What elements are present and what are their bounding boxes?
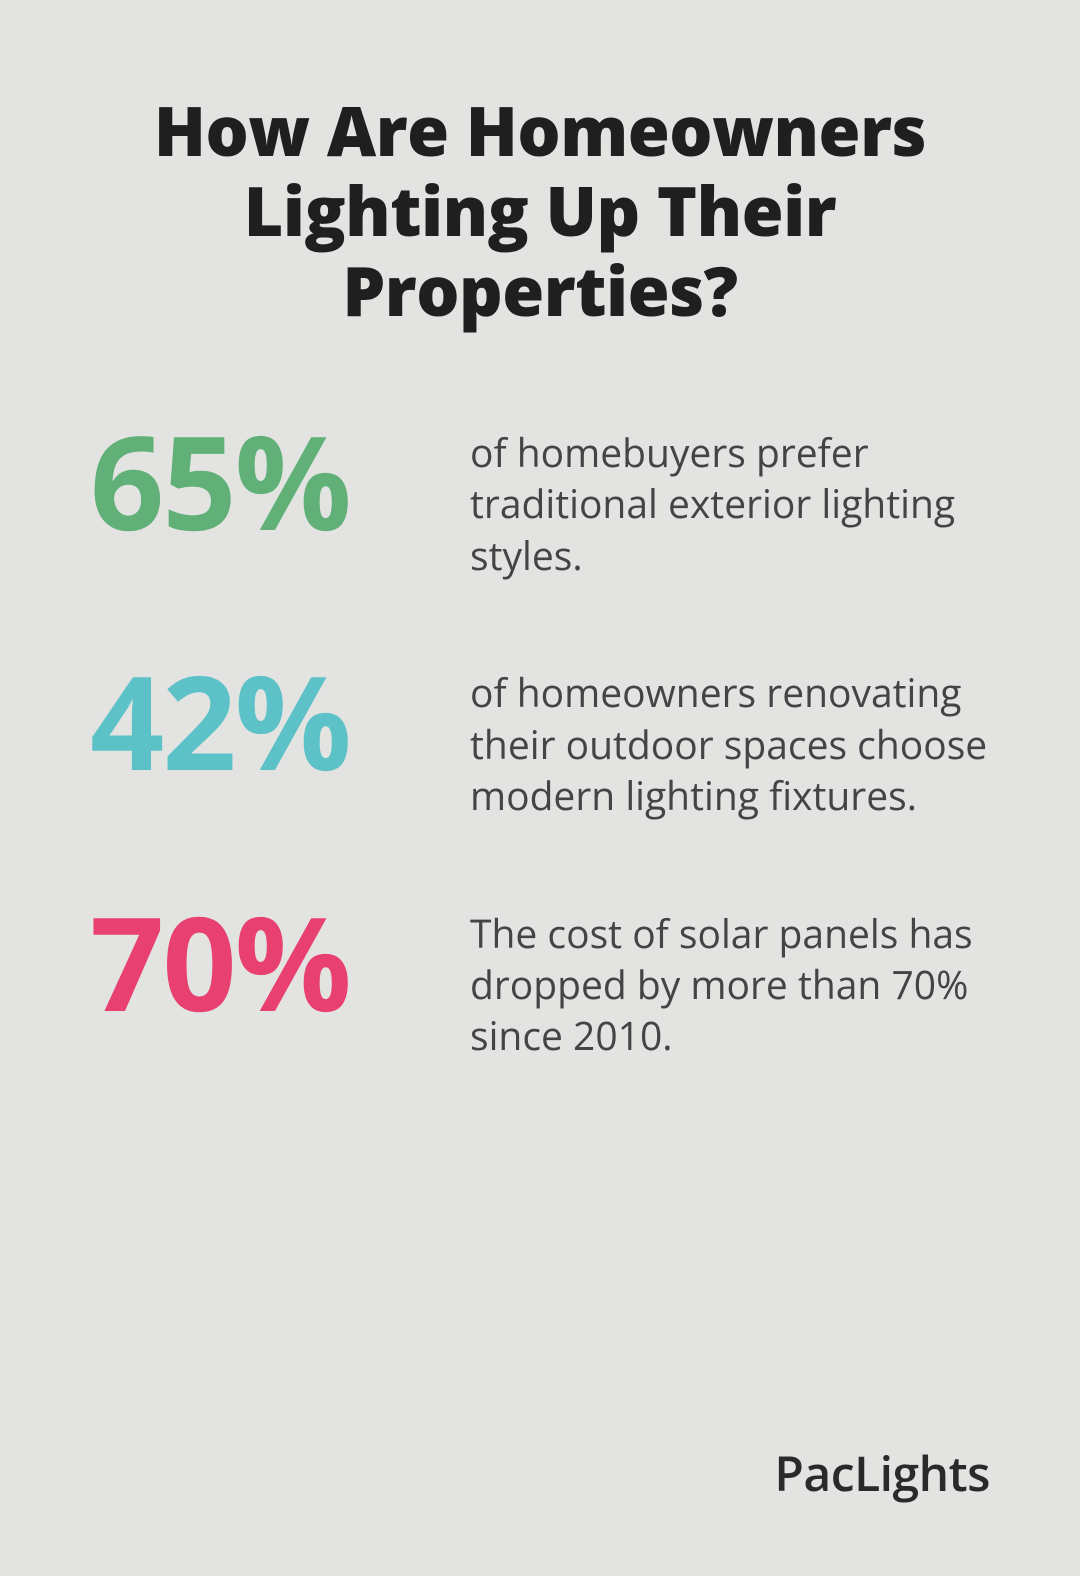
stat-description: The cost of solar panels has dropped by … (470, 902, 990, 1062)
stat-row: 42% of homeowners renovating their outdo… (90, 661, 990, 821)
brand-logo: PacLights (774, 1441, 990, 1506)
stat-percent: 42% (90, 661, 430, 781)
stat-description: of homeowners renovating their outdoor s… (470, 661, 990, 821)
stats-list: 65% of homebuyers prefer traditional ext… (90, 421, 990, 1401)
stat-description: of homebuyers prefer traditional exterio… (470, 421, 990, 581)
stat-row: 65% of homebuyers prefer traditional ext… (90, 421, 990, 581)
stat-percent: 70% (90, 902, 430, 1022)
stat-row: 70% The cost of solar panels has dropped… (90, 902, 990, 1062)
stat-percent: 65% (90, 421, 430, 541)
page-title: How Are Homeowners Lighting Up Their Pro… (90, 90, 990, 331)
